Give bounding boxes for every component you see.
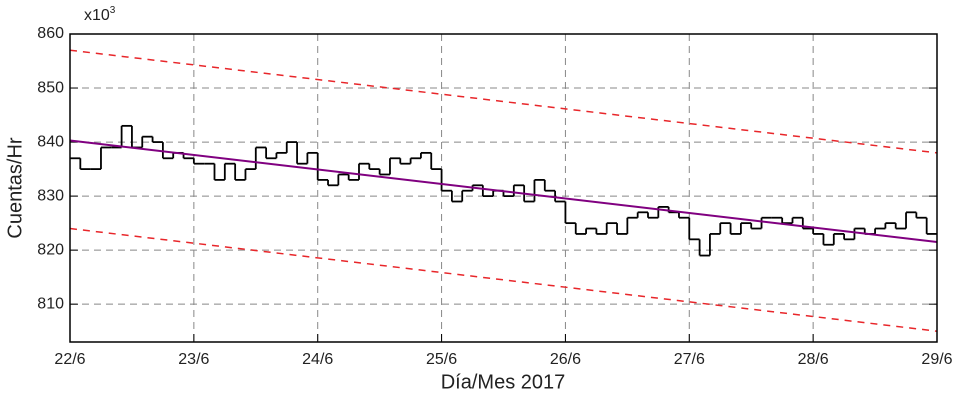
y-tick-label: 820 bbox=[37, 241, 64, 258]
trend-line bbox=[69, 139, 938, 244]
x-tick-label: 22/6 bbox=[54, 351, 85, 368]
limit-line bbox=[69, 49, 938, 154]
multiplier-base: x10 bbox=[84, 7, 110, 24]
x-tick-label: 24/6 bbox=[302, 351, 333, 368]
step-risers bbox=[79, 125, 928, 256]
y-tick-label: 830 bbox=[37, 187, 64, 204]
y-tick-label: 810 bbox=[37, 295, 64, 312]
x-tick-label: 29/6 bbox=[921, 351, 952, 368]
multiplier-exponent: 3 bbox=[110, 5, 116, 16]
y-tick-label: 860 bbox=[37, 25, 64, 42]
y-tick-label: 850 bbox=[37, 79, 64, 96]
y-tick-label: 840 bbox=[37, 133, 64, 150]
x-tick-label: 28/6 bbox=[798, 351, 829, 368]
plot-frame bbox=[69, 33, 938, 343]
y-axis-title: Cuentas/Hr bbox=[4, 137, 26, 238]
x-tick-label: 27/6 bbox=[674, 351, 705, 368]
multiplier: x103 bbox=[84, 5, 116, 25]
x-tick-label: 23/6 bbox=[178, 351, 209, 368]
x-tick-label: 26/6 bbox=[550, 351, 581, 368]
x-tick-label: 25/6 bbox=[426, 351, 457, 368]
limit-line bbox=[69, 227, 938, 332]
x-axis-title: Día/Mes 2017 bbox=[441, 371, 566, 393]
